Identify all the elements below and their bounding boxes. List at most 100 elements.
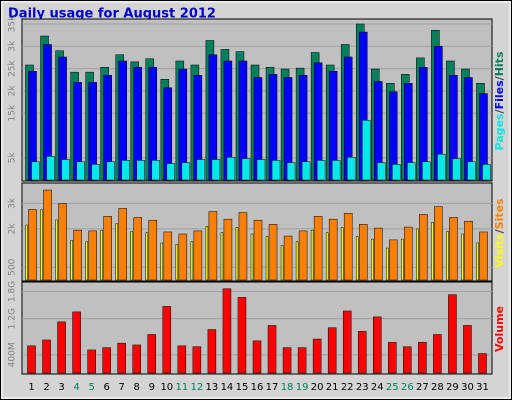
x-tick-label: 17 bbox=[266, 382, 279, 393]
x-tick-label: 18 bbox=[281, 382, 294, 393]
bar bbox=[386, 247, 389, 281]
bar bbox=[461, 233, 464, 281]
bar bbox=[136, 160, 145, 181]
plot-area bbox=[21, 281, 493, 375]
bar bbox=[192, 346, 202, 374]
bar bbox=[482, 164, 491, 181]
legend-entry: Visits bbox=[493, 233, 506, 268]
x-tick-label: 9 bbox=[149, 382, 155, 393]
x-tick-label: 19 bbox=[296, 382, 309, 393]
bar bbox=[312, 338, 322, 374]
bar bbox=[58, 203, 67, 281]
bar bbox=[342, 310, 352, 374]
bar bbox=[76, 161, 85, 181]
bar bbox=[403, 346, 412, 374]
bar bbox=[178, 233, 188, 281]
legend-entry: Volume bbox=[493, 306, 506, 352]
bar bbox=[467, 161, 476, 181]
bar bbox=[448, 294, 457, 374]
y-tick-label: 2k bbox=[8, 85, 18, 97]
bar bbox=[163, 231, 173, 281]
bar bbox=[388, 341, 397, 374]
legend: Visits/Sites bbox=[493, 198, 506, 268]
bar bbox=[160, 242, 164, 281]
bar bbox=[55, 219, 58, 281]
x-tick-label: 29 bbox=[446, 382, 459, 393]
bar bbox=[147, 334, 157, 374]
x-tick-label: 5 bbox=[88, 382, 94, 393]
legend: Volume bbox=[493, 306, 506, 352]
x-tick-label: 4 bbox=[73, 382, 79, 393]
bar bbox=[61, 159, 70, 181]
bar bbox=[476, 242, 479, 281]
x-tick-label: 2 bbox=[43, 382, 49, 393]
x-tick-label: 6 bbox=[103, 382, 109, 393]
bar bbox=[145, 232, 149, 281]
bar bbox=[377, 162, 386, 181]
bar bbox=[205, 226, 209, 281]
bar bbox=[268, 224, 278, 281]
bar bbox=[250, 233, 254, 281]
y-tick-label: 25k bbox=[8, 59, 18, 76]
bar bbox=[130, 231, 133, 281]
bar bbox=[117, 342, 126, 374]
x-tick-label: 30 bbox=[461, 382, 474, 393]
bar bbox=[478, 353, 487, 374]
y-tick-label: 3k bbox=[8, 197, 18, 209]
y-tick-label: 1.2G bbox=[8, 308, 18, 329]
x-tick-label: 14 bbox=[221, 382, 234, 393]
bar bbox=[181, 162, 191, 181]
bar bbox=[282, 347, 292, 374]
bar bbox=[340, 227, 344, 281]
bar bbox=[297, 347, 307, 374]
bar bbox=[72, 311, 81, 374]
bar bbox=[343, 213, 353, 281]
x-tick-label: 27 bbox=[416, 382, 429, 393]
bar bbox=[357, 331, 367, 374]
x-tick-label: 22 bbox=[341, 382, 354, 393]
bar bbox=[91, 164, 100, 181]
x-tick-label: 15 bbox=[236, 382, 249, 393]
bar bbox=[238, 212, 248, 281]
bar bbox=[418, 341, 427, 374]
bar bbox=[222, 288, 232, 374]
bar bbox=[103, 216, 112, 281]
y-tick-label: 15k bbox=[8, 104, 18, 121]
bar bbox=[328, 218, 338, 281]
bar bbox=[449, 217, 458, 281]
legend-entry: Sites bbox=[493, 198, 506, 229]
bar bbox=[434, 206, 443, 281]
bar bbox=[73, 229, 82, 281]
bar bbox=[70, 240, 73, 281]
bar bbox=[479, 231, 488, 281]
chart-title: Daily usage for August 2012 bbox=[8, 7, 216, 22]
bar bbox=[115, 223, 118, 281]
x-tick-label: 25 bbox=[386, 382, 399, 393]
bar bbox=[27, 345, 36, 374]
bar bbox=[207, 329, 217, 374]
bar bbox=[226, 157, 236, 181]
y-tick-label: 2k bbox=[8, 223, 18, 235]
bar bbox=[177, 345, 187, 374]
bar bbox=[100, 229, 103, 281]
bar bbox=[325, 232, 329, 281]
bar bbox=[267, 325, 277, 374]
bar bbox=[433, 334, 442, 374]
bar bbox=[464, 220, 473, 281]
bar bbox=[431, 222, 434, 281]
bar bbox=[175, 243, 179, 281]
x-tick-label: 23 bbox=[356, 382, 369, 393]
x-tick-label: 21 bbox=[326, 382, 339, 393]
bar bbox=[28, 209, 37, 281]
bar bbox=[88, 230, 97, 281]
bar bbox=[446, 231, 449, 281]
bar bbox=[102, 347, 111, 374]
bar bbox=[208, 211, 218, 281]
x-tick-label: 10 bbox=[160, 382, 173, 393]
x-tick-label: 3 bbox=[58, 382, 64, 393]
bar bbox=[331, 160, 341, 181]
bar bbox=[361, 120, 371, 181]
bar bbox=[43, 189, 52, 281]
bar bbox=[162, 306, 172, 374]
